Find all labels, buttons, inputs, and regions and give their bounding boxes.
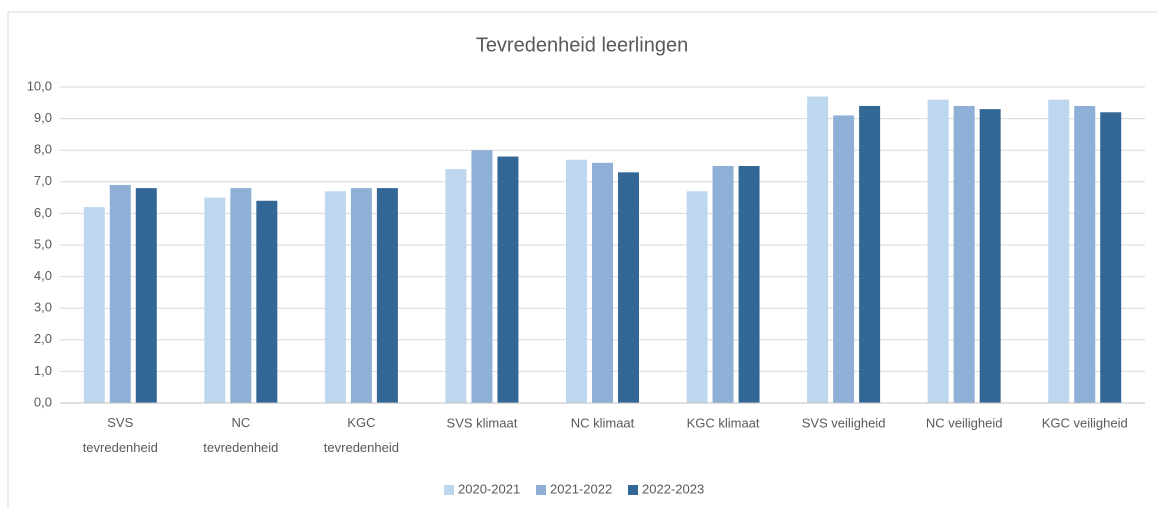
bar <box>497 156 519 403</box>
bar <box>566 159 587 403</box>
x-tick-label-line: tevredenheid <box>203 440 278 455</box>
bar <box>324 191 346 403</box>
y-tick-label: 4,0 <box>34 268 52 283</box>
bar <box>376 188 398 403</box>
x-tick-label: NC klimaat <box>571 415 635 430</box>
y-tick-label: 7,0 <box>34 173 52 188</box>
bar <box>135 188 157 403</box>
bar <box>686 191 708 403</box>
bar <box>738 166 760 403</box>
y-tick-label: 9,0 <box>34 110 52 125</box>
y-tick-label: 3,0 <box>34 300 52 315</box>
bar <box>204 197 226 403</box>
bar <box>83 207 105 403</box>
y-tick-label: 2,0 <box>34 331 52 346</box>
y-tick-label: 1,0 <box>34 363 52 378</box>
bar <box>618 172 639 403</box>
x-tick-label-line: tevredenheid <box>83 440 158 455</box>
bar <box>979 109 1001 404</box>
bar <box>833 115 855 403</box>
bar <box>256 200 278 403</box>
y-tick-label: 0,0 <box>34 394 52 409</box>
bar <box>109 184 131 403</box>
x-tick-label: KGC tevredenheid <box>324 415 399 455</box>
x-tick-label-line: SVS <box>107 415 133 430</box>
x-tick-label: KGC veiligheid <box>1042 415 1128 430</box>
bar <box>1048 99 1070 403</box>
bar <box>953 105 975 404</box>
x-tick-label-line: NC <box>231 415 250 430</box>
x-tick-label: KGC klimaat <box>687 415 760 430</box>
bar <box>471 150 493 403</box>
x-tick-label: NC tevredenheid <box>203 415 278 455</box>
x-tick-label-line: KGC <box>347 415 375 430</box>
x-tick-label-line: tevredenheid <box>324 440 399 455</box>
legend-swatch <box>444 485 454 495</box>
bar <box>807 96 829 403</box>
y-tick-label: 10,0 <box>27 78 52 93</box>
bar <box>350 188 372 403</box>
bar <box>592 162 613 403</box>
x-tick-label: NC veiligheid <box>926 415 1003 430</box>
bar <box>1074 105 1096 404</box>
x-tick-label: SVS klimaat <box>447 415 518 430</box>
legend-swatch <box>628 485 638 495</box>
x-tick-label: SVS tevredenheid <box>83 415 158 455</box>
bar <box>712 166 734 403</box>
y-tick-label: 6,0 <box>34 205 52 220</box>
x-tick-label: SVS veiligheid <box>802 415 886 430</box>
y-tick-label: 8,0 <box>34 142 52 157</box>
legend-label: 2022-2023 <box>642 481 704 496</box>
chart-title: Tevredenheid leerlingen <box>476 34 688 56</box>
y-tick-label: 5,0 <box>34 236 52 251</box>
bar <box>445 169 467 403</box>
bar <box>927 99 949 403</box>
bar <box>1100 112 1122 403</box>
bar <box>859 105 881 404</box>
legend-swatch <box>536 485 546 495</box>
bar <box>230 188 252 403</box>
legend-label: 2020-2021 <box>458 481 520 496</box>
legend-label: 2021-2022 <box>550 481 612 496</box>
